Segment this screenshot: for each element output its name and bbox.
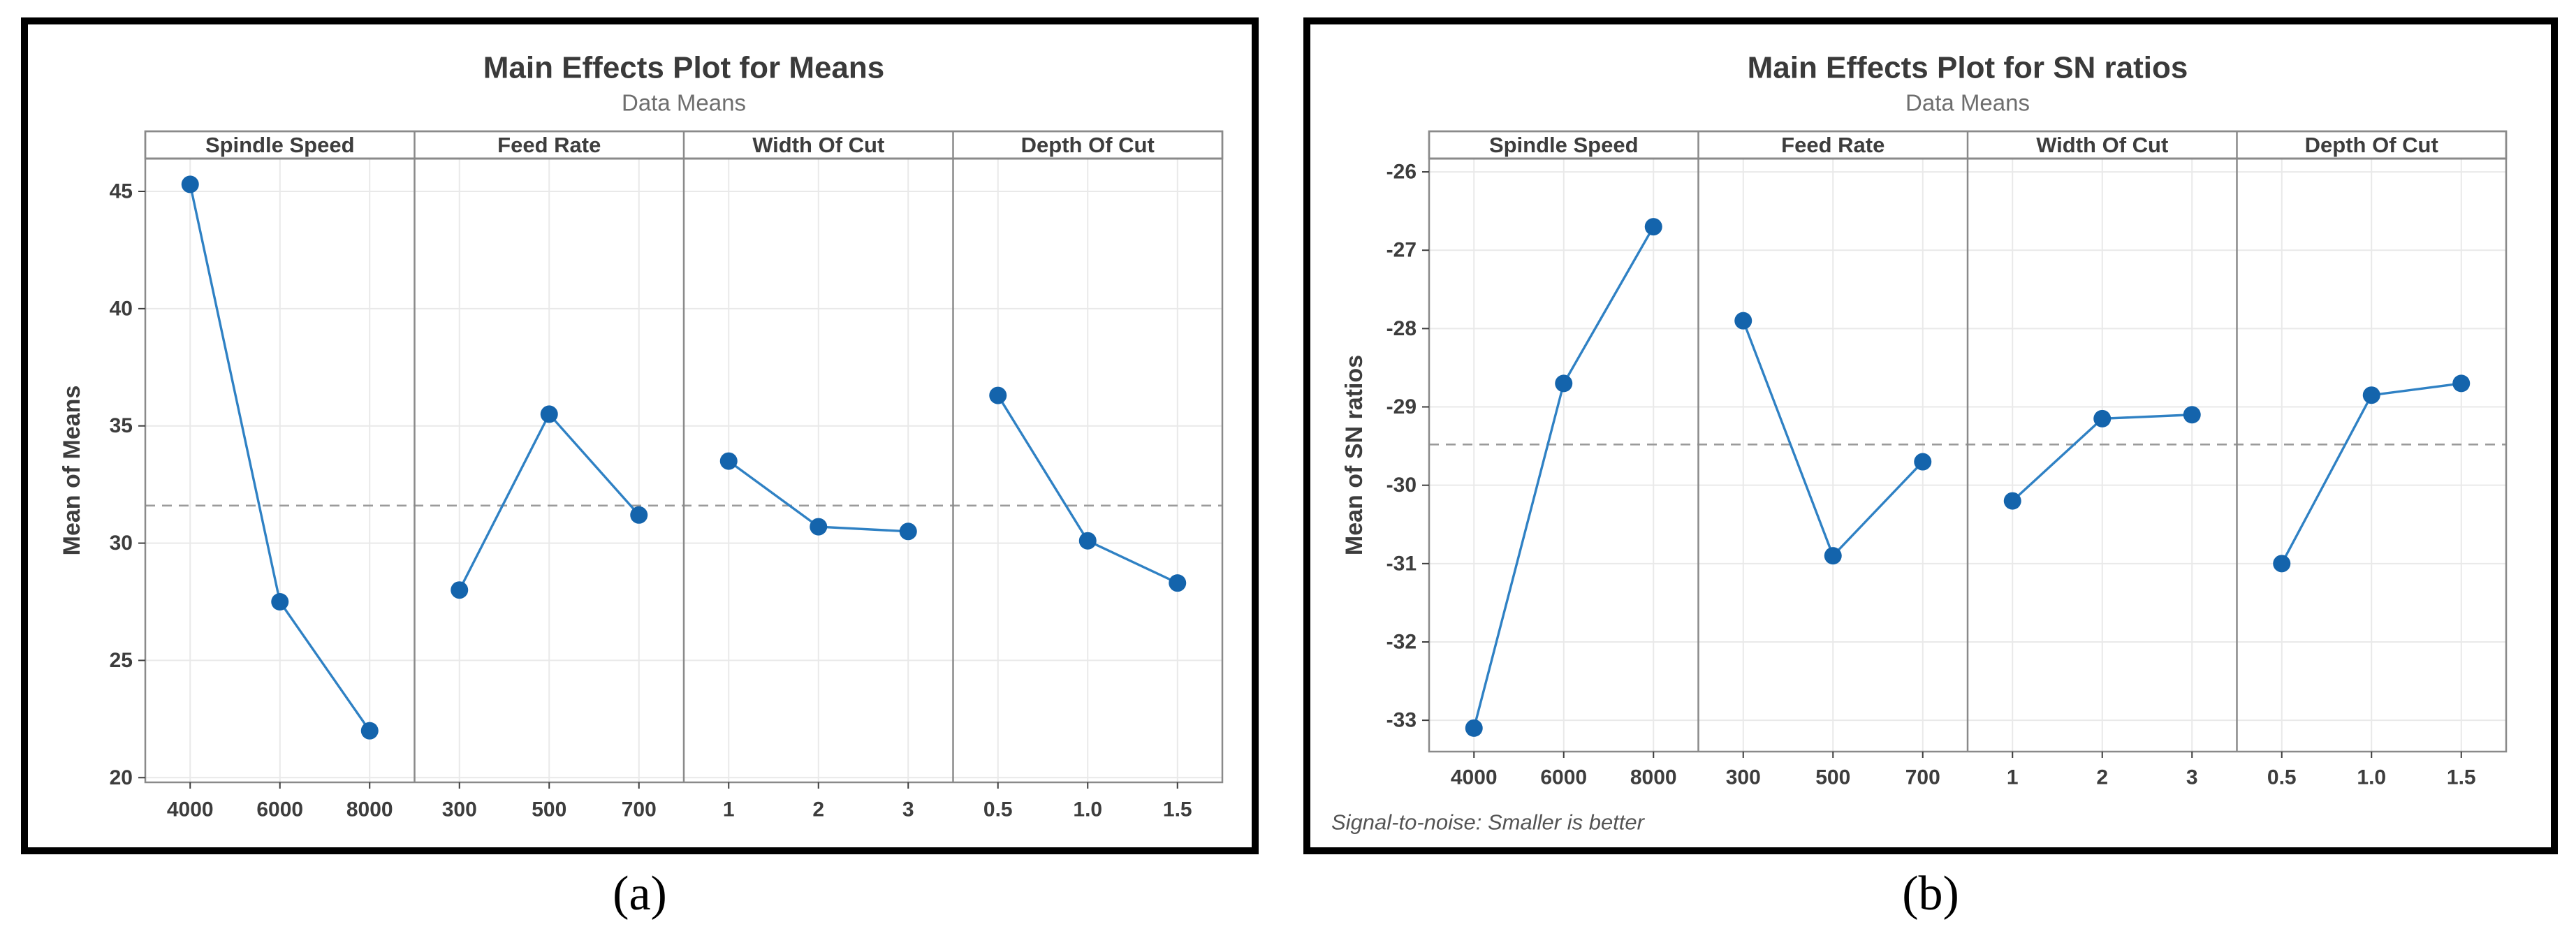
x-tick-label: 2: [812, 798, 824, 821]
data-point-marker: [2183, 406, 2201, 424]
data-point-marker: [719, 452, 738, 470]
x-tick-label: 8000: [1630, 766, 1677, 789]
panel-header-label: Spindle Speed: [1489, 133, 1639, 157]
sn-chart-svg: Main Effects Plot for SN ratios Data Mean…: [1331, 51, 2508, 835]
data-point-marker: [2362, 386, 2380, 404]
x-tick-label: 0.5: [983, 798, 1013, 821]
x-tick-label: 1: [2007, 766, 2019, 789]
data-point-marker: [810, 518, 828, 536]
data-point-marker: [1824, 547, 1842, 565]
x-tick-label: 1.5: [2447, 766, 2476, 789]
chart-title: Main Effects Plot for SN ratios: [1748, 51, 2188, 85]
x-tick-label: 6000: [1540, 766, 1587, 789]
x-tick-label: 1.5: [1163, 798, 1192, 821]
x-tick-label: 700: [1905, 766, 1940, 789]
x-tick-label: 300: [1726, 766, 1761, 789]
chart-footnote: Signal-to-noise: Smaller is better: [1331, 810, 1646, 835]
x-tick-label: 3: [2186, 766, 2198, 789]
data-point-marker: [181, 175, 199, 193]
x-tick-label: 8000: [346, 798, 393, 821]
y-tick-label: 20: [110, 766, 133, 789]
panel-header-label: Width Of Cut: [2036, 133, 2168, 157]
means-chart-svg: Main Effects Plot for Means Data Means Spi…: [59, 51, 1224, 821]
x-tick-label: 300: [442, 798, 477, 821]
data-point-marker: [1914, 453, 1932, 471]
means-chart-figure: Main Effects Plot for Means Data Means Spi…: [21, 17, 1259, 854]
y-tick-label: 30: [110, 532, 133, 555]
y-tick-label: -28: [1386, 317, 1417, 340]
x-tick-label: 2: [2096, 766, 2108, 789]
data-point-marker: [1555, 374, 1573, 393]
panel-header-label: Spindle Speed: [205, 133, 355, 157]
data-point-marker: [630, 506, 648, 524]
panel-header-label: Feed Rate: [1781, 133, 1885, 157]
panel-header-label: Feed Rate: [497, 133, 601, 157]
panel-header-label: Depth Of Cut: [2305, 133, 2438, 157]
y-tick-label: 35: [110, 414, 133, 437]
data-point-marker: [451, 581, 469, 599]
y-tick-label: -31: [1386, 552, 1417, 575]
data-point-marker: [1734, 312, 1752, 330]
x-tick-label: 4000: [167, 798, 214, 821]
data-point-marker: [2452, 374, 2471, 393]
x-tick-label: 1: [723, 798, 735, 821]
x-tick-label: 0.5: [2267, 766, 2297, 789]
data-point-marker: [1644, 218, 1662, 236]
x-tick-label: 3: [902, 798, 914, 821]
x-tick-label: 500: [1815, 766, 1850, 789]
chart-title: Main Effects Plot for Means: [483, 51, 885, 85]
data-point-marker: [2093, 409, 2112, 427]
x-tick-label: 1.0: [1073, 798, 1102, 821]
x-tick-label: 1.0: [2357, 766, 2386, 789]
data-point-marker: [899, 522, 917, 541]
data-point-marker: [540, 405, 558, 423]
y-axis-label: Mean of Means: [59, 386, 85, 556]
chart-subtitle: Data Means: [1905, 90, 2030, 116]
y-tick-label: -29: [1386, 395, 1417, 418]
sn-chart-figure: Main Effects Plot for SN ratios Data Mean…: [1303, 17, 2558, 854]
data-point-marker: [2003, 492, 2021, 510]
data-point-marker: [2273, 555, 2291, 573]
chart-subtitle: Data Means: [622, 90, 746, 116]
x-tick-label: 4000: [1451, 766, 1498, 789]
y-axis-label: Mean of SN ratios: [1341, 355, 1368, 555]
y-tick-label: -33: [1386, 709, 1417, 732]
data-point-marker: [989, 386, 1007, 404]
y-tick-label: -27: [1386, 239, 1417, 262]
panel-header-label: Width Of Cut: [752, 133, 884, 157]
data-point-marker: [360, 722, 379, 740]
figure-caption-a: (a): [613, 867, 667, 921]
y-tick-label: -32: [1386, 630, 1417, 653]
y-tick-label: -30: [1386, 474, 1417, 497]
data-point-marker: [271, 593, 289, 611]
data-point-marker: [1465, 719, 1483, 737]
data-point-marker: [1078, 532, 1097, 550]
y-tick-label: 45: [110, 180, 133, 203]
x-tick-label: 700: [622, 798, 657, 821]
y-tick-label: 40: [110, 297, 133, 320]
x-tick-label: 500: [532, 798, 566, 821]
figure-caption-b: (b): [1902, 867, 1959, 921]
y-tick-label: -26: [1386, 161, 1417, 184]
panel-header-label: Depth Of Cut: [1021, 133, 1155, 157]
y-tick-label: 25: [110, 649, 133, 672]
x-tick-label: 6000: [256, 798, 303, 821]
data-point-marker: [1169, 574, 1187, 592]
